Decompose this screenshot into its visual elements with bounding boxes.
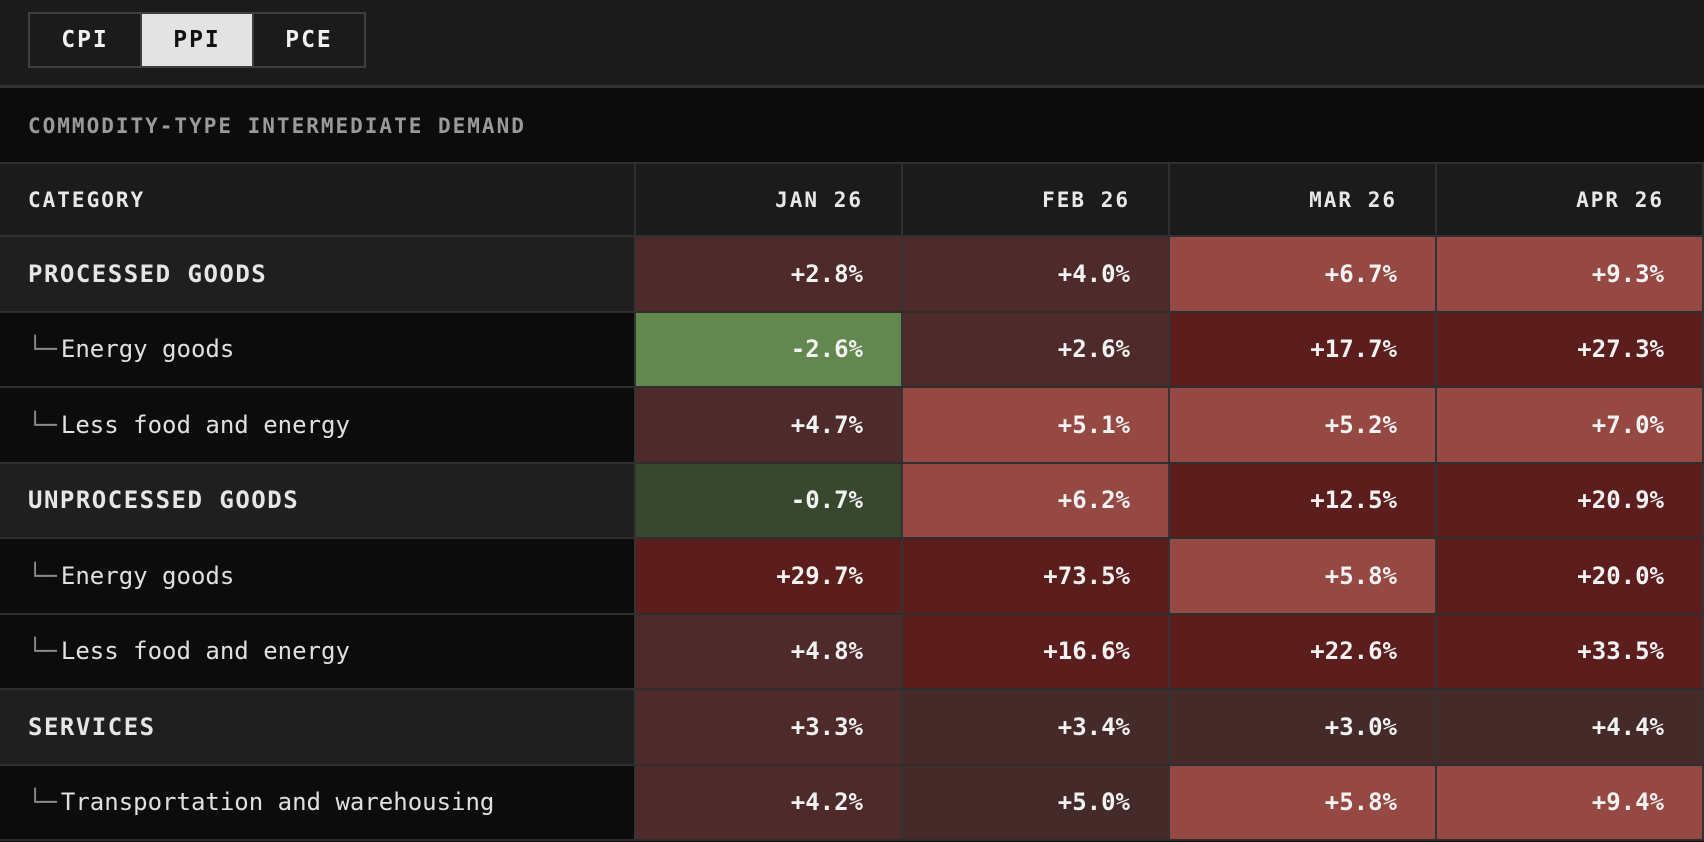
tab-pce[interactable]: PCE [254,14,364,66]
tree-branch-icon: └─ [28,410,57,439]
column-header-mar: MAR 26 [1169,164,1437,237]
value-cell: -0.7% [635,462,903,539]
table-row-unprocessed-goods[interactable]: UNPROCESSED GOODS -0.7% +6.2% +12.5% +20… [0,462,1704,539]
row-label: SERVICES [0,689,636,766]
value-cell: +73.5% [902,538,1170,615]
row-label: └─ Energy goods [0,538,636,615]
tree-branch-icon: └─ [28,561,57,590]
value-cell: -2.6% [635,311,903,388]
value-cell: +27.3% [1436,311,1704,388]
row-label-text: Energy goods [60,335,235,364]
tree-branch-icon: └─ [28,335,57,364]
tab-ppi[interactable]: PPI [142,14,254,66]
value-cell: +5.8% [1169,538,1437,615]
table-row-processed-goods[interactable]: PROCESSED GOODS +2.8% +4.0% +6.7% +9.3% [0,236,1704,313]
value-cell: +4.4% [1436,689,1704,766]
value-cell: +4.2% [635,764,903,841]
value-cell: +7.0% [1436,387,1704,464]
value-cell: +4.8% [635,613,903,690]
value-cell: +3.0% [1169,689,1437,766]
table-header-row: CATEGORY JAN 26 FEB 26 MAR 26 APR 26 [0,164,1704,237]
value-cell: +12.5% [1169,462,1437,539]
value-cell: +2.6% [902,311,1170,388]
value-cell: +6.2% [902,462,1170,539]
value-cell: +20.9% [1436,462,1704,539]
value-cell: +6.7% [1169,236,1437,313]
row-label-text: Less food and energy [60,410,350,439]
value-cell: +17.7% [1169,311,1437,388]
table-row-services[interactable]: SERVICES +3.3% +3.4% +3.0% +4.4% [0,689,1704,766]
value-cell: +5.8% [1169,764,1437,841]
value-cell: +3.4% [902,689,1170,766]
column-header-jan: JAN 26 [635,164,903,237]
row-label-text: Less food and energy [60,637,350,666]
column-header-feb: FEB 26 [902,164,1170,237]
value-cell: +29.7% [635,538,903,615]
value-cell: +2.8% [635,236,903,313]
tab-cpi[interactable]: CPI [30,14,142,66]
table-row-transportation-warehousing[interactable]: └─ Transportation and warehousing +4.2% +… [0,764,1704,841]
table-row-processed-energy-goods[interactable]: └─ Energy goods -2.6% +2.6% +17.7% +27.3% [0,311,1704,388]
column-header-category: CATEGORY [0,164,636,237]
row-label: UNPROCESSED GOODS [0,462,636,539]
section-title: COMMODITY-TYPE INTERMEDIATE DEMAND [0,88,1704,164]
column-header-apr: APR 26 [1436,164,1704,237]
value-cell: +4.0% [902,236,1170,313]
table-row-unprocessed-energy-goods[interactable]: └─ Energy goods +29.7% +73.5% +5.8% +20.0… [0,538,1704,615]
row-label: └─ Energy goods [0,311,636,388]
tree-branch-icon: └─ [28,637,57,666]
value-cell: +9.3% [1436,236,1704,313]
index-tabs: CPI PPI PCE [28,12,366,68]
row-label-text: Transportation and warehousing [60,788,495,817]
row-label: PROCESSED GOODS [0,236,636,313]
top-bar: CPI PPI PCE [0,0,1704,88]
inflation-table: CATEGORY JAN 26 FEB 26 MAR 26 APR 26 PRO… [0,164,1704,841]
value-cell: +20.0% [1436,538,1704,615]
row-label-text: Energy goods [60,561,235,590]
value-cell: +5.2% [1169,387,1437,464]
row-label: └─ Less food and energy [0,613,636,690]
value-cell: +5.1% [902,387,1170,464]
table-row-processed-less-food-energy[interactable]: └─ Less food and energy +4.7% +5.1% +5.2%… [0,387,1704,464]
value-cell: +16.6% [902,613,1170,690]
row-label: └─ Less food and energy [0,387,636,464]
value-cell: +33.5% [1436,613,1704,690]
tree-branch-icon: └─ [28,788,57,817]
value-cell: +4.7% [635,387,903,464]
value-cell: +5.0% [902,764,1170,841]
value-cell: +9.4% [1436,764,1704,841]
value-cell: +22.6% [1169,613,1437,690]
table-row-unprocessed-less-food-energy[interactable]: └─ Less food and energy +4.8% +16.6% +22.… [0,613,1704,690]
value-cell: +3.3% [635,689,903,766]
row-label: └─ Transportation and warehousing [0,764,636,841]
